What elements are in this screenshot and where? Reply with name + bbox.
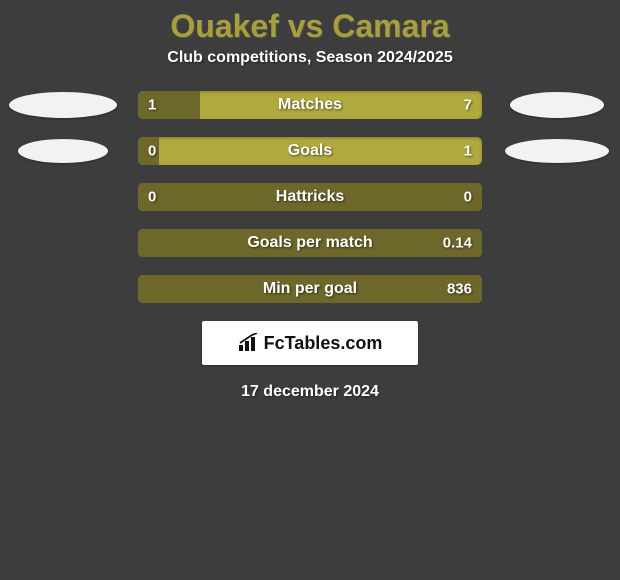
stat-row: 1 Matches 7 — [0, 91, 620, 119]
stat-value-right: 0.14 — [443, 235, 472, 252]
stat-bar: 1 Matches 7 — [138, 91, 482, 119]
stat-row: Min per goal 836 — [0, 275, 620, 303]
page-title: Ouakef vs Camara — [0, 0, 620, 49]
player-badge-left — [9, 92, 117, 118]
stat-bar: 0 Hattricks 0 — [138, 183, 482, 211]
comparison-container: Ouakef vs Camara Club competitions, Seas… — [0, 0, 620, 580]
stat-value-left: 0 — [148, 189, 156, 206]
stat-label: Matches — [278, 96, 342, 114]
player-badge-right — [510, 92, 604, 118]
subtitle: Club competitions, Season 2024/2025 — [0, 49, 620, 91]
stat-label: Min per goal — [263, 280, 357, 298]
stat-row: 0 Hattricks 0 — [0, 183, 620, 211]
stat-label: Hattricks — [276, 188, 344, 206]
stat-row: 0 Goals 1 — [0, 137, 620, 165]
logo: FcTables.com — [238, 333, 383, 354]
stat-value-right: 7 — [464, 97, 472, 114]
stat-bar: Min per goal 836 — [138, 275, 482, 303]
datestamp: 17 december 2024 — [0, 383, 620, 401]
bar-chart-icon — [238, 333, 260, 353]
logo-text: FcTables.com — [264, 333, 383, 354]
stat-value-left: 1 — [148, 97, 156, 114]
stat-value-right: 0 — [464, 189, 472, 206]
stat-row: Goals per match 0.14 — [0, 229, 620, 257]
stat-bar: 0 Goals 1 — [138, 137, 482, 165]
player-badge-left — [18, 139, 108, 163]
stat-bar: Goals per match 0.14 — [138, 229, 482, 257]
stat-value-right: 1 — [464, 143, 472, 160]
stat-value-right: 836 — [447, 281, 472, 298]
stat-label: Goals per match — [247, 234, 372, 252]
player-badge-right — [505, 139, 609, 163]
stat-label: Goals — [288, 142, 332, 160]
stat-value-left: 0 — [148, 143, 156, 160]
stats-rows: 1 Matches 7 0 Goals 1 0 Hattricks 0 Goals per mat… — [0, 91, 620, 303]
logo-box[interactable]: FcTables.com — [202, 321, 418, 365]
